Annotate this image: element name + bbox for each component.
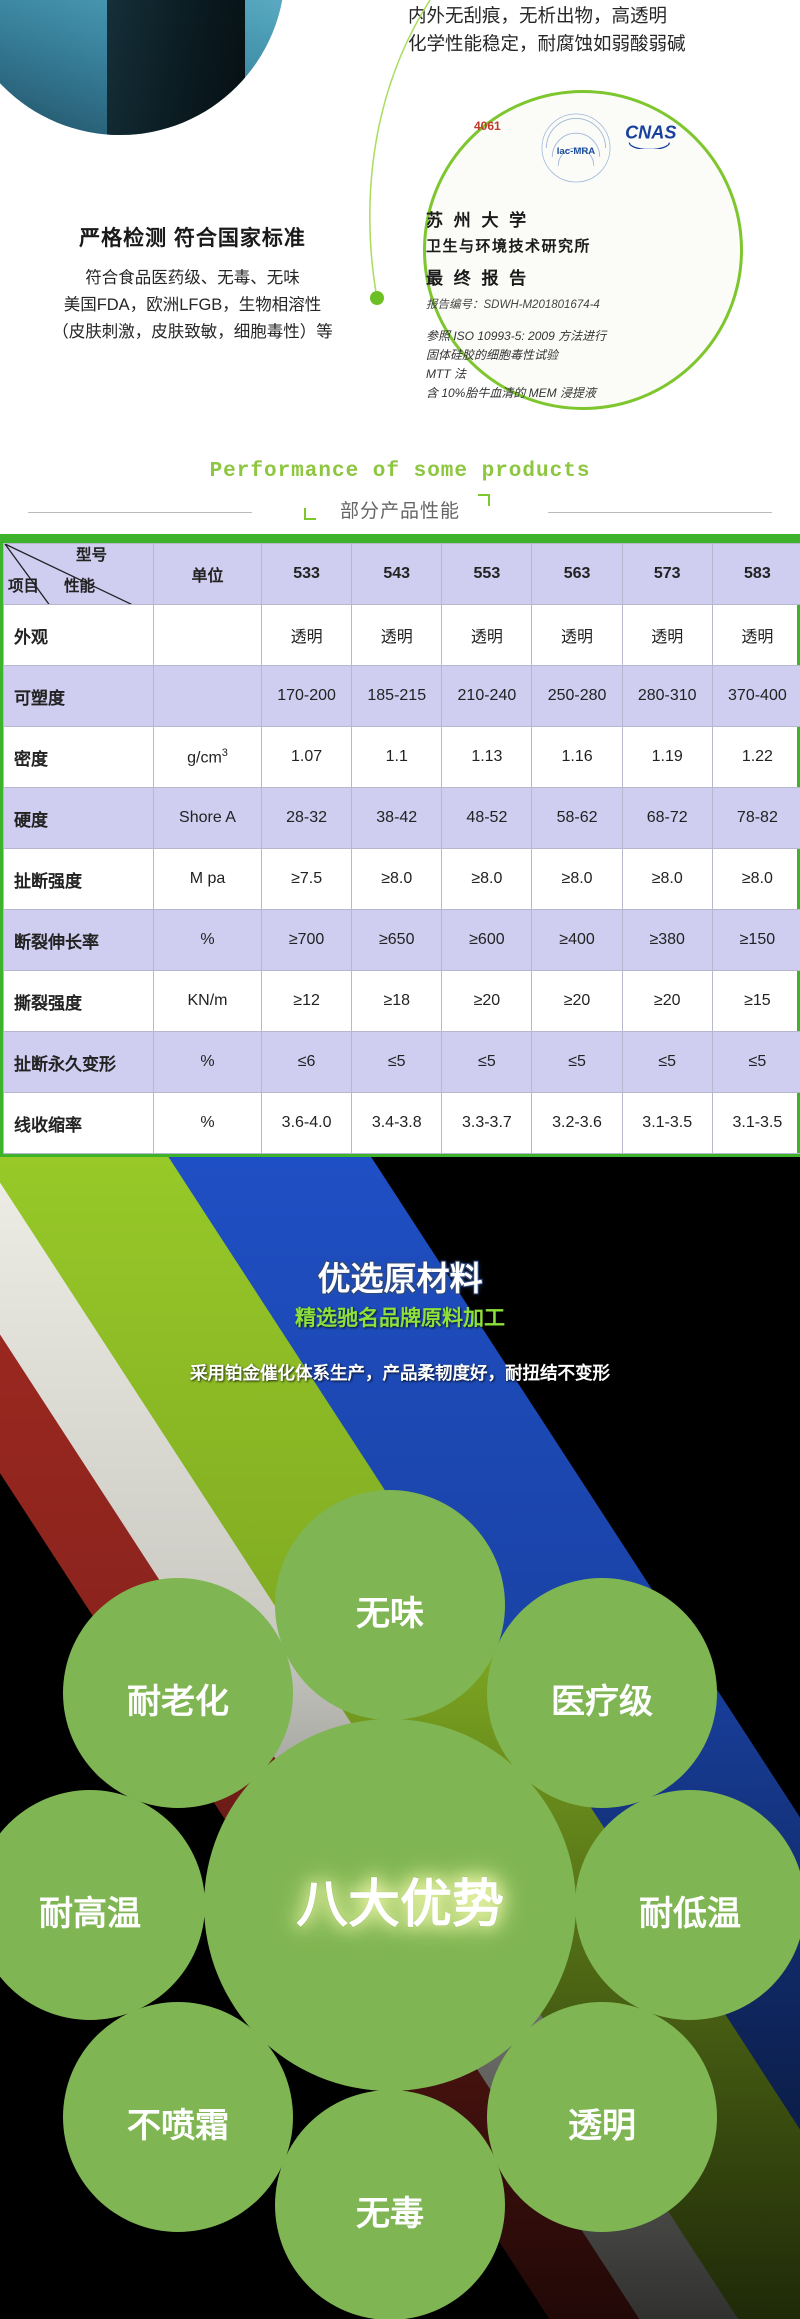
svg-text:CNAS: CNAS <box>625 122 676 142</box>
svg-text:Iac-MRA: Iac-MRA <box>557 146 596 157</box>
